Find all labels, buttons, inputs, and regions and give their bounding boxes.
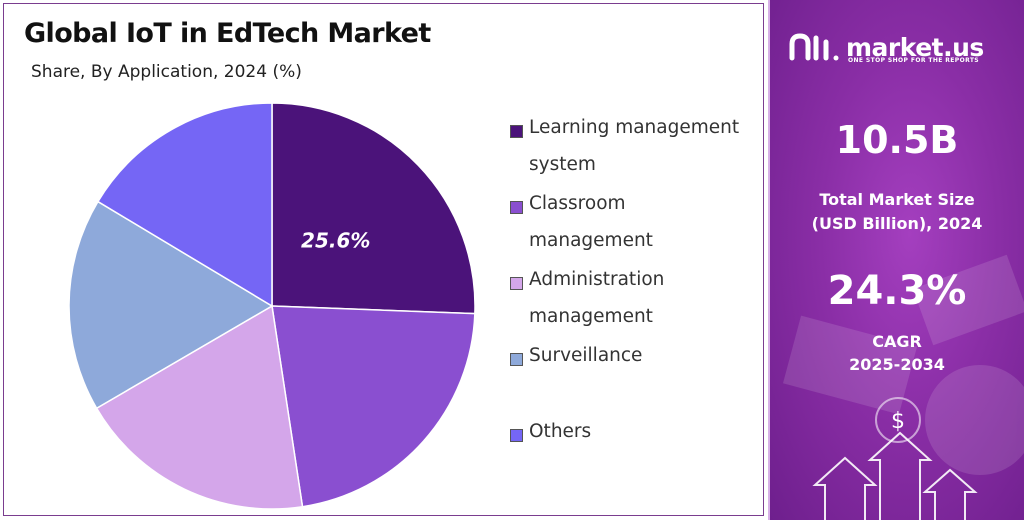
legend-item-others: Others — [510, 421, 764, 450]
dollar-symbol: $ — [891, 409, 905, 434]
brand-name: market.us — [846, 32, 984, 62]
pie-slice-classroom-management — [271, 305, 476, 508]
chart-panel: Global IoT in EdTech Market Share, By Ap… — [3, 3, 764, 516]
cagr-label-line1: CAGR — [872, 332, 922, 351]
pie-slice-surveillance — [68, 200, 274, 410]
market-size-label-line2: (USD Billion), 2024 — [811, 214, 983, 233]
legend-item-learning-management: Learning management system — [510, 117, 764, 183]
chart-title: Global IoT in EdTech Market — [24, 18, 431, 49]
legend-swatch — [510, 125, 523, 138]
chart-subtitle: Share, By Application, 2024 (%) — [31, 62, 302, 82]
dollar-icon — [875, 397, 921, 443]
pie-slice-learning-management-system — [271, 102, 476, 315]
legend-label: Learning management system — [529, 117, 740, 175]
market-size-label-line1: Total Market Size — [819, 190, 975, 209]
legend-swatch — [510, 353, 523, 366]
pie-slice-others — [96, 102, 273, 308]
cagr-label-line2: 2025-2034 — [849, 355, 945, 374]
legend-label: Others — [529, 421, 592, 442]
legend-item-classroom-management: Classroom management — [510, 193, 709, 259]
growth-arrows-icon — [812, 431, 978, 520]
brand-tagline: ONE STOP SHOP FOR THE REPORTS — [848, 57, 980, 64]
legend-swatch — [510, 429, 523, 442]
legend-label: Surveillance — [529, 345, 643, 366]
legend-item-administration-management: Administration management — [510, 269, 709, 335]
pie-data-label: 25.6% — [301, 229, 370, 253]
legend-swatch — [510, 201, 523, 214]
pie-chart: 25.6% — [68, 102, 476, 510]
side-panel: $ market.us ONE STOP SHOP FOR THE REPORT… — [768, 0, 1024, 520]
market-us-logo-icon — [789, 33, 839, 61]
brand: market.us — [788, 30, 984, 64]
cagr-value: 24.3% — [827, 268, 967, 314]
market-size-value: 10.5B — [835, 118, 959, 162]
pie-slice-administration-management — [95, 304, 304, 510]
legend-label: Administration management — [529, 269, 665, 327]
legend-swatch — [510, 277, 523, 290]
legend-item-surveillance: Surveillance — [510, 345, 764, 374]
background-decoration: $ — [782, 254, 1024, 520]
legend-label: Classroom management — [529, 193, 653, 251]
